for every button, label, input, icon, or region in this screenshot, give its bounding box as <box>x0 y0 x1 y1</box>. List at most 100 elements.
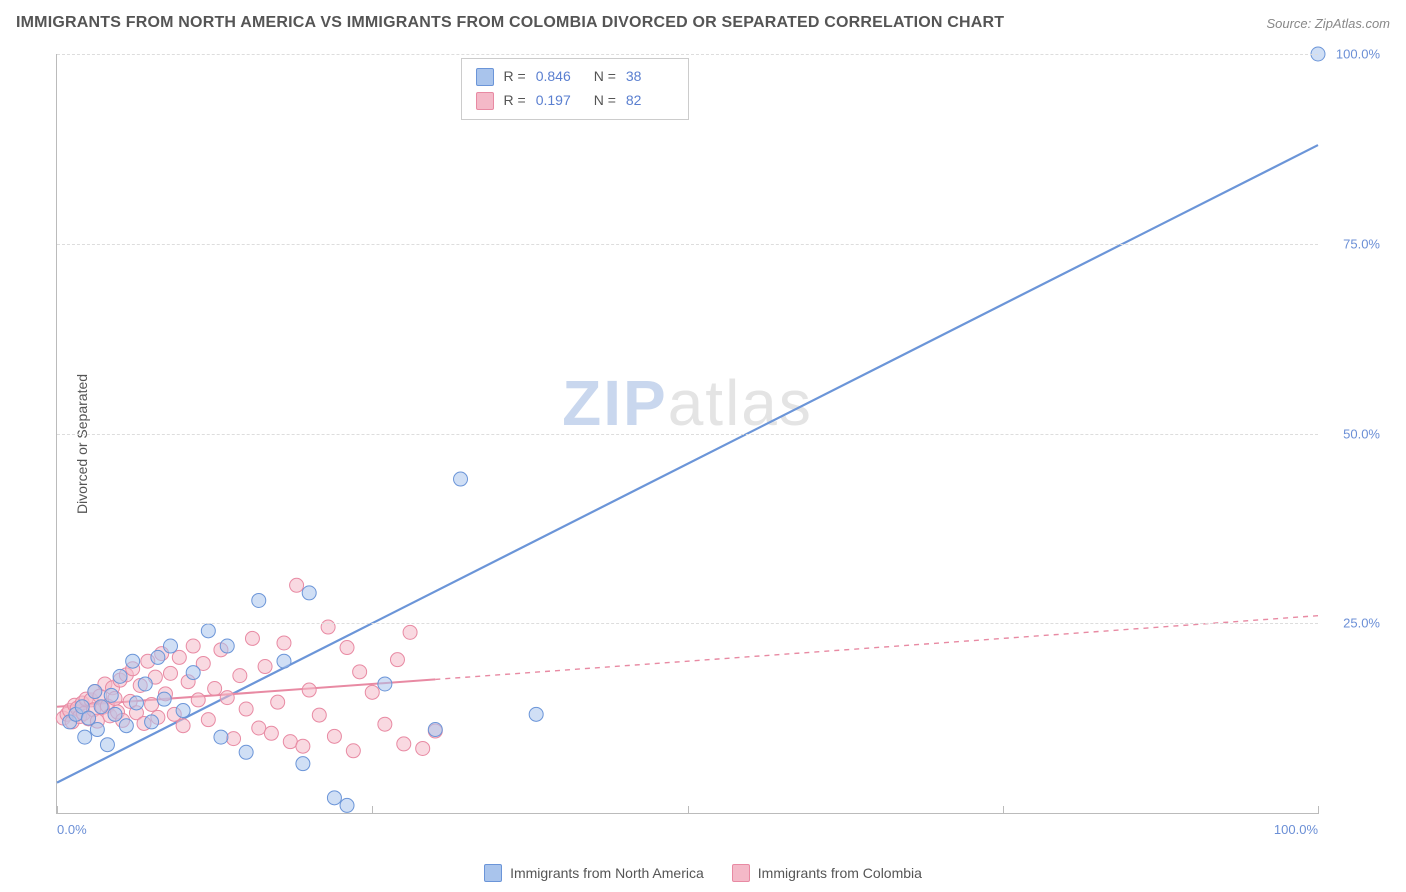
data-point <box>340 798 354 812</box>
data-point <box>252 593 266 607</box>
data-point <box>88 685 102 699</box>
stats-legend: R = 0.846 N = 38 R = 0.197 N = 82 <box>461 58 689 120</box>
data-point <box>312 708 326 722</box>
x-tick <box>1003 806 1004 814</box>
data-point <box>416 741 430 755</box>
data-point <box>277 636 291 650</box>
stats-row-colombia: R = 0.197 N = 82 <box>476 89 674 113</box>
source-attribution: Source: ZipAtlas.com <box>1266 16 1390 31</box>
data-point <box>397 737 411 751</box>
data-point <box>233 669 247 683</box>
r-label: R = <box>504 89 526 113</box>
n-value: 82 <box>626 89 674 113</box>
data-point <box>302 586 316 600</box>
data-point <box>201 624 215 638</box>
data-point <box>239 745 253 759</box>
trend-line-extrapolated <box>435 616 1318 680</box>
r-value: 0.846 <box>536 65 584 89</box>
data-point <box>113 669 127 683</box>
data-point <box>201 713 215 727</box>
legend-item-north-america: Immigrants from North America <box>484 864 704 882</box>
legend-label: Immigrants from North America <box>510 865 704 881</box>
data-point <box>208 682 222 696</box>
data-point <box>264 726 278 740</box>
swatch-colombia <box>476 92 494 110</box>
data-point <box>277 654 291 668</box>
data-point <box>163 639 177 653</box>
chart-header: IMMIGRANTS FROM NORTH AMERICA VS IMMIGRA… <box>0 0 1406 42</box>
data-point <box>145 697 159 711</box>
x-tick-label: 100.0% <box>1274 822 1318 837</box>
n-label: N = <box>594 65 616 89</box>
plot-area: ZIPatlas R = 0.846 N = 38 R = 0.197 N = … <box>56 54 1318 814</box>
x-tick <box>688 806 689 814</box>
data-point <box>346 744 360 758</box>
data-point <box>108 707 122 721</box>
x-tick-label: 0.0% <box>57 822 87 837</box>
y-tick-label: 100.0% <box>1336 47 1380 62</box>
swatch-north-america <box>484 864 502 882</box>
gridline <box>57 244 1318 245</box>
data-point <box>390 653 404 667</box>
data-point <box>365 685 379 699</box>
x-tick <box>372 806 373 814</box>
gridline <box>57 54 1318 55</box>
gridline <box>57 434 1318 435</box>
data-point <box>321 620 335 634</box>
data-point <box>290 578 304 592</box>
x-tick <box>57 806 58 814</box>
data-point <box>78 730 92 744</box>
data-point <box>340 641 354 655</box>
data-point <box>245 631 259 645</box>
gridline <box>57 623 1318 624</box>
n-value: 38 <box>626 65 674 89</box>
data-point <box>119 719 133 733</box>
data-point <box>104 688 118 702</box>
data-point <box>176 704 190 718</box>
data-point <box>186 666 200 680</box>
data-point <box>176 719 190 733</box>
data-point <box>151 650 165 664</box>
data-point <box>82 711 96 725</box>
trend-line <box>57 145 1318 783</box>
stats-row-north-america: R = 0.846 N = 38 <box>476 65 674 89</box>
x-tick <box>1318 806 1319 814</box>
legend-label: Immigrants from Colombia <box>758 865 922 881</box>
swatch-colombia <box>732 864 750 882</box>
y-tick-label: 25.0% <box>1343 616 1380 631</box>
data-point <box>129 696 143 710</box>
swatch-north-america <box>476 68 494 86</box>
bottom-legend: Immigrants from North America Immigrants… <box>0 864 1406 882</box>
data-point <box>271 695 285 709</box>
data-point <box>126 654 140 668</box>
data-point <box>327 729 341 743</box>
data-point <box>353 665 367 679</box>
data-point <box>428 723 442 737</box>
data-point <box>172 650 186 664</box>
data-point <box>191 693 205 707</box>
data-point <box>302 683 316 697</box>
data-point <box>227 732 241 746</box>
data-point <box>145 715 159 729</box>
n-label: N = <box>594 89 616 113</box>
data-point <box>378 677 392 691</box>
r-label: R = <box>504 65 526 89</box>
data-point <box>157 692 171 706</box>
data-point <box>258 660 272 674</box>
y-tick-label: 75.0% <box>1343 236 1380 251</box>
data-point <box>220 691 234 705</box>
data-point <box>214 730 228 744</box>
data-point <box>529 707 543 721</box>
data-point <box>327 791 341 805</box>
data-point <box>296 739 310 753</box>
data-point <box>252 721 266 735</box>
r-value: 0.197 <box>536 89 584 113</box>
data-point <box>220 639 234 653</box>
data-point <box>454 472 468 486</box>
data-point <box>186 639 200 653</box>
chart-container: Divorced or Separated ZIPatlas R = 0.846… <box>16 44 1390 844</box>
chart-title: IMMIGRANTS FROM NORTH AMERICA VS IMMIGRA… <box>16 14 1004 32</box>
data-point <box>283 735 297 749</box>
data-point <box>239 702 253 716</box>
data-point <box>163 666 177 680</box>
